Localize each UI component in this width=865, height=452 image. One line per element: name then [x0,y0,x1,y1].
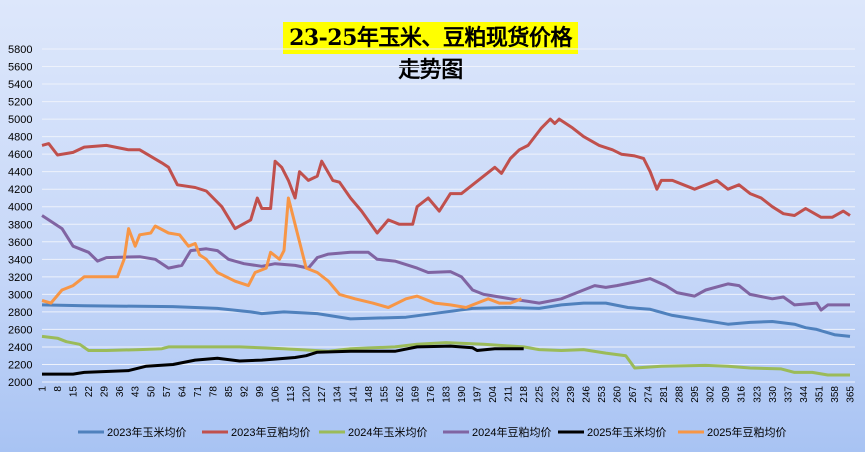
x-tick-label: 1 [38,386,49,392]
y-tick-label: 2800 [8,307,32,319]
series-line-2024年玉米均价 [41,334,850,377]
x-tick-label: 253 [597,386,608,403]
x-tick-label: 64 [177,386,188,398]
y-tick-label: 5000 [8,114,32,126]
y-tick-label: 2400 [8,342,32,354]
y-tick-label: 3600 [8,237,32,249]
y-tick-label: 5200 [8,97,32,109]
x-tick-label: 85 [224,386,235,398]
legend-label: 2025年豆粕均价 [707,425,786,439]
x-tick-label: 351 [814,386,825,403]
x-tick-label: 22 [84,386,95,398]
series-line-2023年玉米均价 [41,301,851,338]
y-tick-label: 3800 [8,219,32,231]
y-tick-label: 2600 [8,324,32,336]
x-tick-label: 267 [628,386,639,403]
series-line-2023年豆粕均价 [41,117,851,235]
x-tick-label: 106 [271,386,282,403]
x-tick-label: 162 [395,386,406,403]
x-tick-label: 260 [612,386,623,403]
legend-label: 2023年玉米均价 [107,425,186,439]
series-line-2025年玉米均价 [42,344,524,376]
x-tick-label: 127 [317,386,328,403]
y-tick-label: 4400 [8,167,32,179]
x-tick-label: 43 [131,386,142,398]
x-tick-label: 211 [504,386,515,402]
x-tick-label: 92 [240,386,251,398]
x-tick-label: 57 [162,386,173,398]
x-tick-label: 176 [426,386,437,403]
x-tick-label: 36 [115,386,126,398]
x-tick-label: 183 [442,386,453,403]
x-tick-label: 344 [799,386,810,403]
x-tick-label: 190 [457,386,468,403]
x-tick-label: 120 [302,386,313,403]
x-tick-label: 169 [410,386,421,403]
x-tick-label: 78 [208,386,219,398]
x-tick-label: 295 [690,386,701,403]
x-tick-label: 309 [721,386,732,403]
y-tick-label: 4000 [8,202,32,214]
y-tick-label: 2000 [8,377,32,389]
x-tick-label: 197 [473,386,484,403]
x-tick-label: 316 [737,386,748,403]
x-tick-label: 141 [348,386,359,403]
x-tick-label: 239 [566,386,577,403]
y-tick-label: 5600 [8,62,32,74]
x-tick-label: 148 [364,386,375,403]
x-tick-label: 15 [69,386,80,398]
y-tick-label: 4800 [8,132,32,144]
legend-label: 2024年玉米均价 [348,425,427,439]
x-tick-label: 323 [752,386,763,403]
x-tick-label: 218 [519,386,530,403]
x-tick-label: 337 [783,386,794,403]
y-tick-label: 5800 [8,44,32,56]
x-tick-label: 29 [100,386,111,398]
y-tick-label: 3400 [8,254,32,266]
x-tick-label: 71 [193,386,204,398]
x-tick-label: 99 [255,386,266,398]
y-tick-label: 3000 [8,289,32,301]
x-tick-label: 246 [581,386,592,403]
y-tick-label: 4600 [8,149,32,161]
x-tick-label: 8 [53,386,64,392]
x-tick-label: 204 [488,386,499,403]
y-tick-label: 5400 [8,79,32,91]
x-tick-label: 281 [659,386,670,403]
x-tick-label: 365 [846,386,857,403]
x-tick-label: 134 [333,386,344,403]
x-tick-label: 155 [379,386,390,403]
y-tick-label: 3200 [8,272,32,284]
series-line-2024年豆粕均价 [41,214,850,312]
x-tick-label: 225 [535,386,546,403]
legend-label: 2025年玉米均价 [587,425,666,439]
x-tick-label: 330 [768,386,779,403]
series-line-2025年豆粕均价 [41,196,523,309]
y-tick-label: 2200 [8,359,32,371]
x-tick-label: 232 [550,386,561,403]
x-tick-label: 113 [286,386,297,402]
x-tick-label: 358 [830,386,841,403]
x-tick-label: 288 [675,386,686,403]
y-tick-label: 4200 [8,184,32,196]
x-tick-label: 302 [706,386,717,403]
legend-label: 2023年豆粕均价 [231,425,310,439]
x-tick-label: 50 [146,386,157,398]
legend-label: 2024年豆粕均价 [472,425,551,439]
x-tick-label: 274 [644,386,655,403]
